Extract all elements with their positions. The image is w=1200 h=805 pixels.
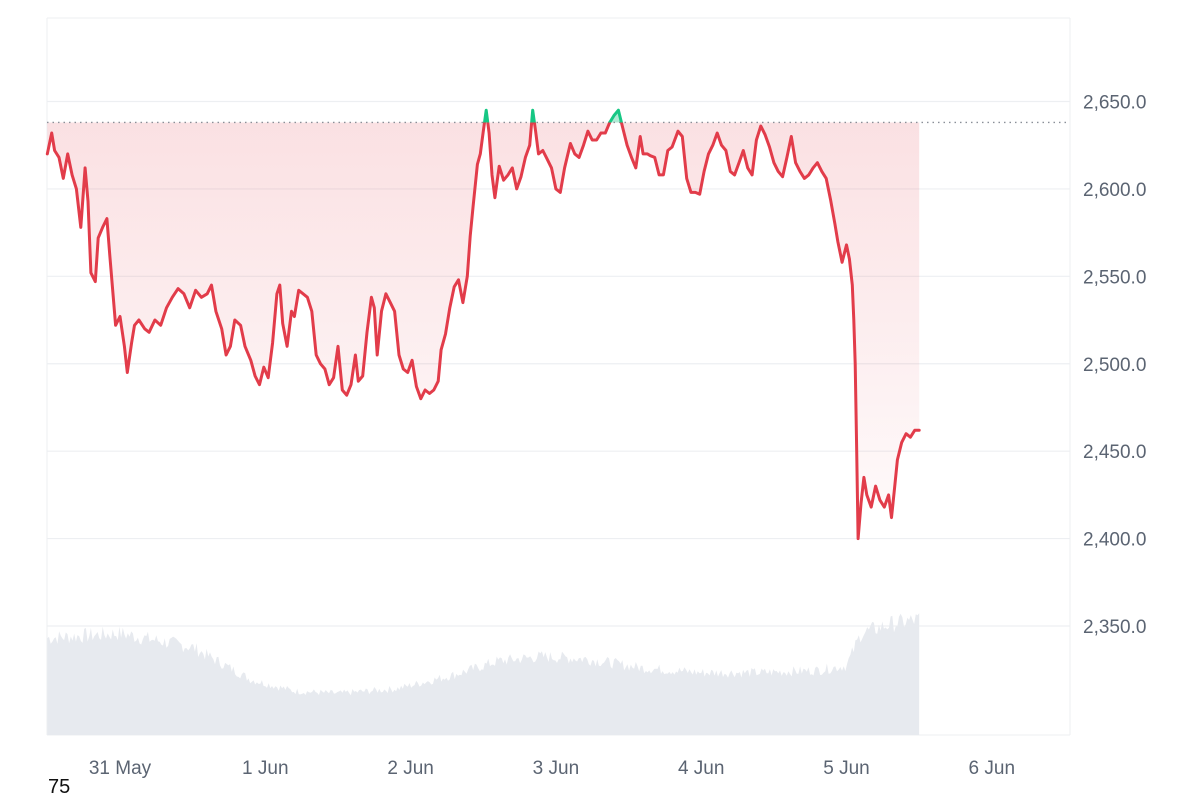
x-axis: 31 May 1 Jun 2 Jun 3 Jun 4 Jun 5 Jun 6 Jun: [89, 758, 1015, 779]
y-tick-label: 2,650.0: [1083, 93, 1146, 114]
x-tick-label: 5 Jun: [823, 758, 869, 779]
price-fill: [47, 110, 920, 539]
x-tick-label: 31 May: [89, 758, 152, 779]
y-tick-label: 2,550.0: [1083, 267, 1146, 288]
volume-shape: [47, 613, 920, 735]
x-tick-label: 6 Jun: [969, 758, 1015, 779]
fill-below-reference: [47, 122, 920, 539]
x-tick-label: 3 Jun: [533, 758, 579, 779]
x-tick-label: 4 Jun: [678, 758, 724, 779]
y-tick-label: 2,500.0: [1083, 355, 1146, 376]
corner-label: 75: [48, 776, 71, 798]
y-tick-label: 2,600.0: [1083, 180, 1146, 201]
y-axis: 2,350.0 2,400.0 2,450.0 2,500.0 2,550.0 2,600…: [1083, 93, 1146, 639]
volume-area: [47, 613, 920, 735]
price-line: [45, 108, 921, 541]
price-line-below: [45, 122, 921, 541]
x-tick-label: 2 Jun: [387, 758, 433, 779]
x-tick-label: 1 Jun: [242, 758, 288, 779]
y-tick-label: 2,400.0: [1083, 530, 1146, 551]
y-tick-label: 2,350.0: [1083, 617, 1146, 638]
y-tick-label: 2,450.0: [1083, 442, 1146, 463]
